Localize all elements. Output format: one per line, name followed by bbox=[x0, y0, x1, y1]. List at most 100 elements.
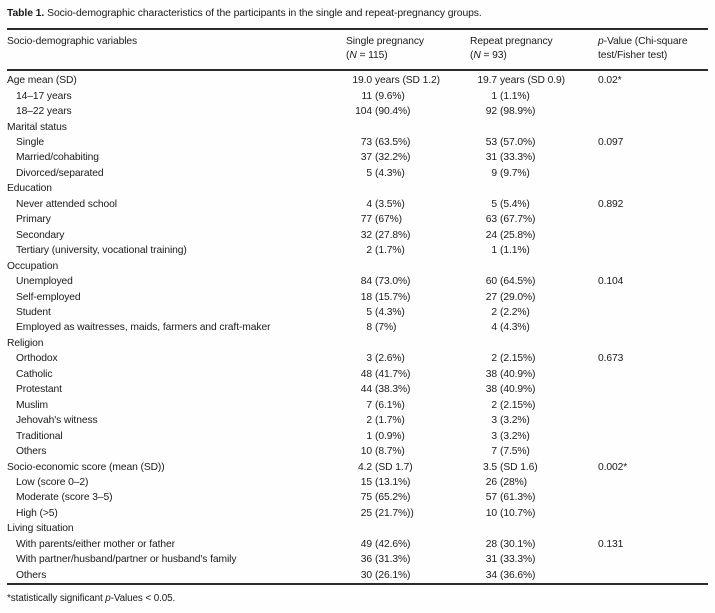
repeat-count: 9 bbox=[491, 167, 497, 179]
single-percent bbox=[372, 523, 375, 534]
cell-single-pregnancy: 84 (73.0%) bbox=[346, 274, 470, 289]
cell-repeat-pregnancy: 7 (7.5%) bbox=[470, 444, 598, 459]
cell-single-pregnancy: 5 (4.3%) bbox=[346, 166, 470, 181]
cell-repeat-pregnancy: 3 (3.2%) bbox=[470, 429, 598, 444]
single-percent bbox=[372, 122, 375, 133]
table-header-rule bbox=[7, 69, 708, 72]
repeat-percent: (3.2%) bbox=[500, 430, 530, 442]
cell-p-value bbox=[598, 305, 708, 320]
table-row: With parents/either mother or father 49 (4… bbox=[7, 537, 708, 552]
table-row: Muslim 7 (6.1%) 2 (2.15%) bbox=[7, 398, 708, 413]
table-row: 18–22 years 104 (90.4%) 92 (98.9%) bbox=[7, 104, 708, 119]
cell-p-value bbox=[598, 429, 708, 444]
cell-p-value bbox=[598, 166, 708, 181]
single-count: 75 bbox=[360, 492, 372, 504]
repeat-count: 3 bbox=[491, 415, 497, 427]
table-row: Unemployed 84 (73.0%) 60 (64.5%) 0.104 bbox=[7, 274, 708, 289]
cell-repeat-pregnancy: 9 (9.7%) bbox=[470, 166, 598, 181]
single-percent: (1.7%) bbox=[375, 245, 405, 257]
column-header-p-value: p-Value (Chi-square test/Fisher test) bbox=[598, 35, 708, 62]
repeat-count: 2 bbox=[491, 353, 497, 365]
cell-variable: Divorced/separated bbox=[16, 167, 104, 179]
table-row: Tertiary (university, vocational trainin… bbox=[7, 243, 708, 258]
cell-single-pregnancy: 30 (26.1%) bbox=[346, 568, 470, 583]
cell-p-value bbox=[598, 320, 708, 335]
repeat-percent: (28%) bbox=[500, 476, 527, 488]
repeat-percent: (1.1%) bbox=[500, 90, 530, 102]
cell-single-pregnancy: 25 (21.7%)) bbox=[346, 506, 470, 521]
repeat-percent: (30.1%) bbox=[500, 538, 536, 550]
repeat-percent: (33.3%) bbox=[500, 554, 536, 566]
table-row: Moderate (score 3–5) 75 (65.2%) 57 (61.3%) bbox=[7, 490, 708, 505]
cell-p-value bbox=[598, 336, 708, 351]
column-header-p-value-line1: p-Value (Chi-square bbox=[598, 35, 708, 49]
cell-p-value: 0.104 bbox=[598, 276, 624, 288]
table-row: Others 10 (8.7%) 7 (7.5%) bbox=[7, 444, 708, 459]
cell-variable: With parents/either mother or father bbox=[16, 538, 175, 550]
repeat-count: 28 bbox=[485, 538, 497, 550]
cell-p-value bbox=[598, 120, 708, 135]
single-percent: (65.2%) bbox=[375, 492, 411, 504]
single-percent: (90.4%) bbox=[375, 106, 411, 118]
repeat-count: 63 bbox=[485, 214, 497, 226]
repeat-percent: (1.1%) bbox=[500, 245, 530, 257]
paren: ( bbox=[346, 49, 350, 61]
single-percent: (3.5%) bbox=[375, 198, 405, 210]
single-count: 32 bbox=[360, 229, 372, 241]
cell-repeat-pregnancy: 53 (57.0%) bbox=[470, 135, 598, 150]
cell-variable: Traditional bbox=[16, 430, 63, 442]
cell-repeat-pregnancy: 10 (10.7%) bbox=[470, 506, 598, 521]
cell-single-pregnancy: 2 (1.7%) bbox=[346, 413, 470, 428]
single-percent bbox=[372, 261, 375, 272]
repeat-percent: years (SD 0.9) bbox=[500, 75, 565, 87]
single-count: 44 bbox=[360, 384, 372, 396]
cell-repeat-pregnancy: 2 (2.15%) bbox=[470, 351, 598, 366]
repeat-percent: (40.9%) bbox=[500, 368, 536, 380]
single-count: 36 bbox=[360, 554, 372, 566]
single-count: 18 bbox=[360, 291, 372, 303]
table-row: Protestant 44 (38.3%) 38 (40.9%) bbox=[7, 382, 708, 397]
cell-repeat-pregnancy: 19.7 years (SD 0.9) bbox=[470, 73, 598, 88]
cell-variable: Others bbox=[16, 446, 47, 458]
cell-p-value bbox=[598, 552, 708, 567]
cell-variable: With partner/husband/partner or husband'… bbox=[16, 554, 237, 566]
table-row: Never attended school 4 (3.5%) 5 (5.4%) 0.892 bbox=[7, 197, 708, 212]
repeat-count: 57 bbox=[485, 492, 497, 504]
single-count: 25 bbox=[360, 507, 372, 519]
table-row: With partner/husband/partner or husband'… bbox=[7, 552, 708, 567]
cell-p-value bbox=[598, 89, 708, 104]
repeat-percent: (29.0%) bbox=[500, 291, 536, 303]
single-percent bbox=[372, 338, 375, 349]
repeat-percent: (25.8%) bbox=[500, 229, 536, 241]
repeat-percent: (40.9%) bbox=[500, 384, 536, 396]
cell-repeat-pregnancy: 57 (61.3%) bbox=[470, 490, 598, 505]
table-section-row: Occupation bbox=[7, 259, 708, 274]
single-count: 30 bbox=[360, 569, 372, 581]
single-percent: (7%) bbox=[375, 322, 397, 334]
cell-variable: Married/cohabiting bbox=[16, 152, 99, 164]
single-count: 49 bbox=[360, 538, 372, 550]
cell-repeat-pregnancy: 4 (4.3%) bbox=[470, 320, 598, 335]
repeat-count: 4 bbox=[491, 322, 497, 334]
table-section-row: Socio-economic score (mean (SD)) 4.2 (SD 1… bbox=[7, 460, 708, 475]
cell-single-pregnancy: 4.2 (SD 1.7) bbox=[346, 460, 470, 475]
cell-repeat-pregnancy: 63 (67.7%) bbox=[470, 212, 598, 227]
single-count: 5 bbox=[366, 167, 372, 179]
cell-repeat-pregnancy: 34 (36.6%) bbox=[470, 568, 598, 583]
cell-single-pregnancy bbox=[346, 521, 470, 536]
single-percent: (67%) bbox=[375, 214, 402, 226]
cell-single-pregnancy: 10 (8.7%) bbox=[346, 444, 470, 459]
column-header-single-title: Single pregnancy bbox=[346, 36, 424, 47]
repeat-percent: (36.6%) bbox=[500, 569, 536, 581]
cell-repeat-pregnancy bbox=[470, 259, 598, 274]
cell-single-pregnancy: 36 (31.3%) bbox=[346, 552, 470, 567]
repeat-percent: (5.4%) bbox=[500, 198, 530, 210]
repeat-count: 31 bbox=[485, 554, 497, 566]
repeat-percent: (64.5%) bbox=[500, 276, 536, 288]
cell-single-pregnancy bbox=[346, 259, 470, 274]
cell-variable: Religion bbox=[7, 337, 44, 349]
cell-variable: Low (score 0–2) bbox=[16, 476, 89, 488]
cell-repeat-pregnancy: 26 (28%) bbox=[470, 475, 598, 490]
cell-variable: Single bbox=[16, 137, 45, 148]
repeat-percent: (98.9%) bbox=[500, 106, 536, 118]
